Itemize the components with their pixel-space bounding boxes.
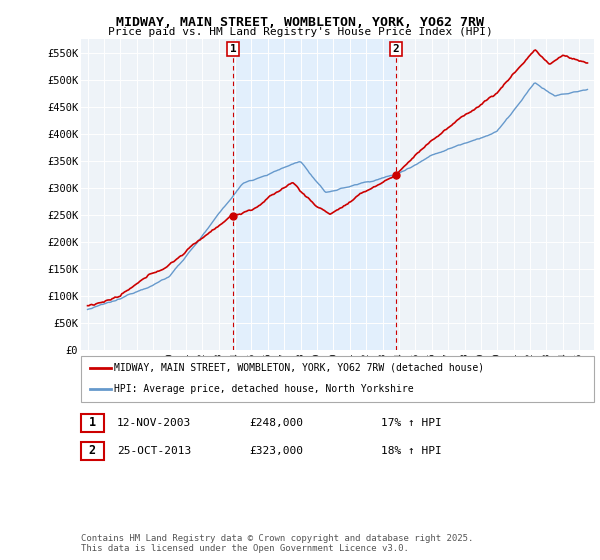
- Text: Contains HM Land Registry data © Crown copyright and database right 2025.
This d: Contains HM Land Registry data © Crown c…: [81, 534, 473, 553]
- Text: £248,000: £248,000: [249, 418, 303, 428]
- Text: 17% ↑ HPI: 17% ↑ HPI: [381, 418, 442, 428]
- Text: 18% ↑ HPI: 18% ↑ HPI: [381, 446, 442, 456]
- Text: HPI: Average price, detached house, North Yorkshire: HPI: Average price, detached house, Nort…: [114, 384, 413, 394]
- Text: MIDWAY, MAIN STREET, WOMBLETON, YORK, YO62 7RW: MIDWAY, MAIN STREET, WOMBLETON, YORK, YO…: [116, 16, 484, 29]
- Text: 12-NOV-2003: 12-NOV-2003: [117, 418, 191, 428]
- Bar: [233, 39, 396, 350]
- Text: 25-OCT-2013: 25-OCT-2013: [117, 446, 191, 456]
- Text: 2: 2: [89, 444, 96, 458]
- Text: £323,000: £323,000: [249, 446, 303, 456]
- Text: 1: 1: [89, 416, 96, 430]
- Text: MIDWAY, MAIN STREET, WOMBLETON, YORK, YO62 7RW (detached house): MIDWAY, MAIN STREET, WOMBLETON, YORK, YO…: [114, 363, 484, 373]
- Text: Price paid vs. HM Land Registry's House Price Index (HPI): Price paid vs. HM Land Registry's House …: [107, 27, 493, 37]
- Text: 2: 2: [392, 44, 400, 54]
- Text: 1: 1: [230, 44, 236, 54]
